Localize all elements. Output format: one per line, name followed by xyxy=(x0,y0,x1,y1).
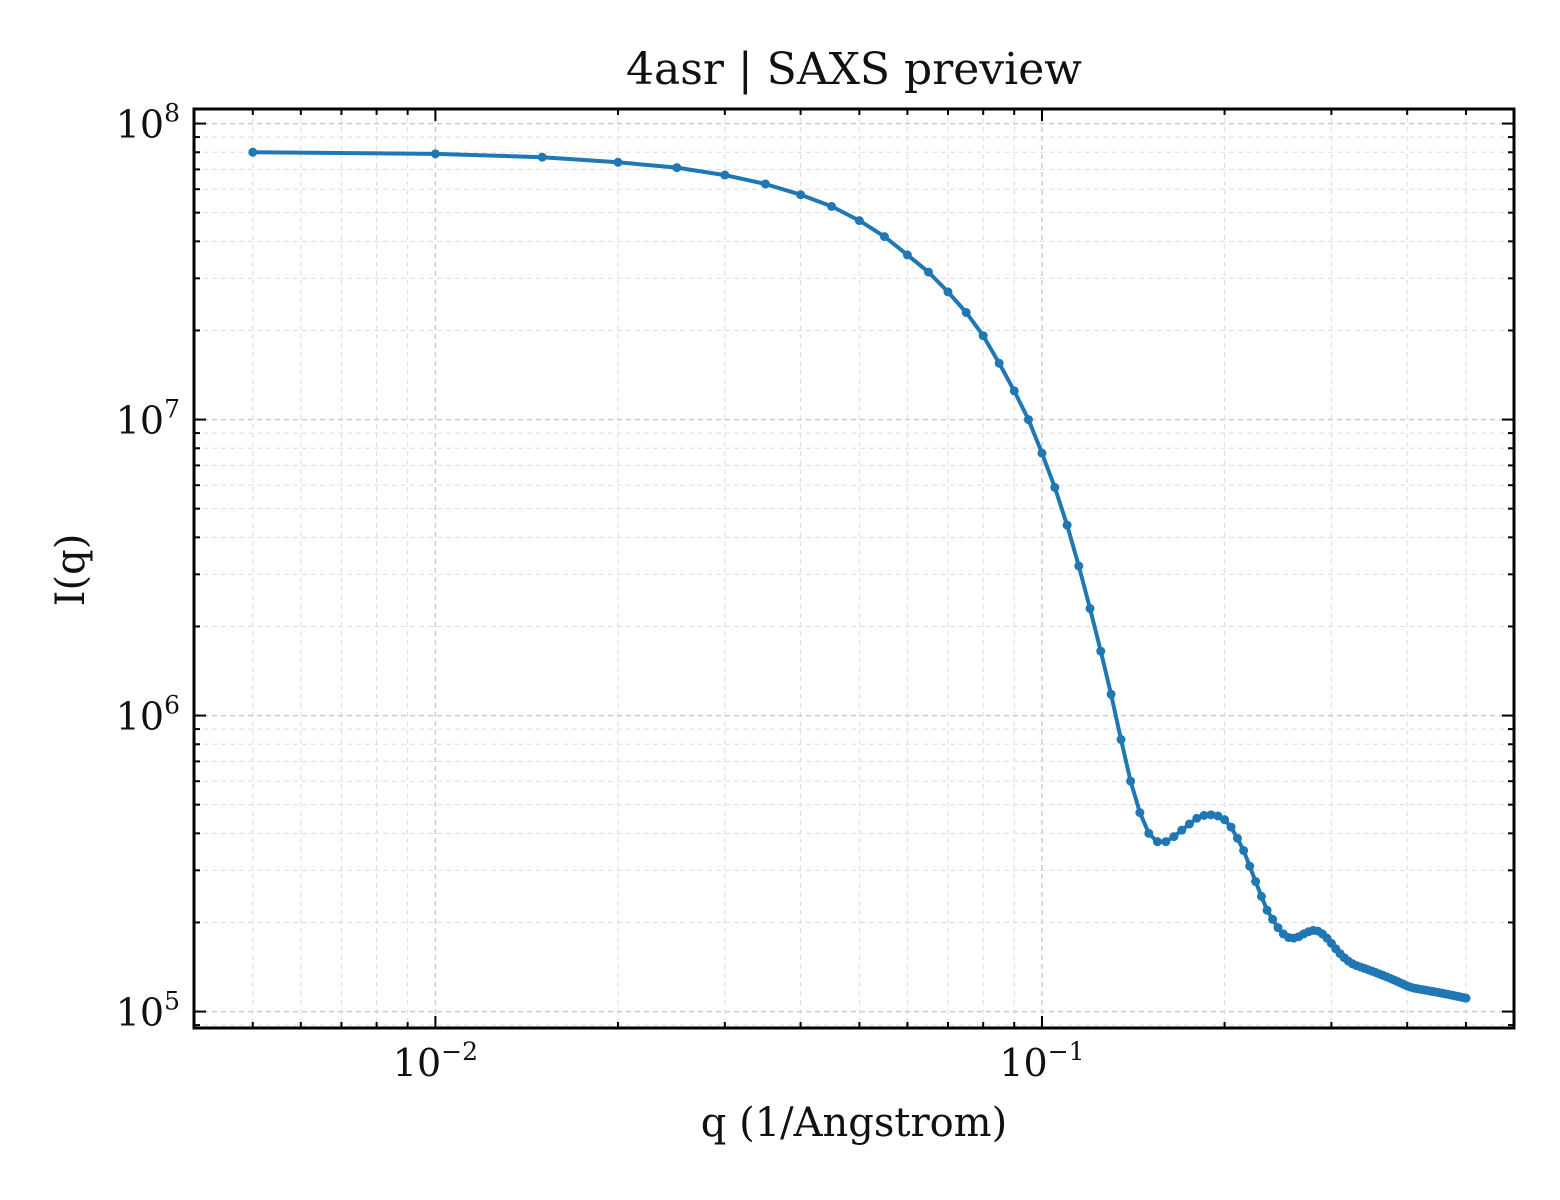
data-point xyxy=(1096,646,1106,656)
data-point xyxy=(1220,815,1230,825)
data-point xyxy=(1126,776,1136,786)
data-point xyxy=(902,250,912,260)
y-tick-label: 107 xyxy=(116,395,180,443)
data-point xyxy=(796,190,806,200)
data-point xyxy=(961,307,971,317)
tick-labels: 10−2 10−1 105 106 107 108 xyxy=(116,99,1085,1085)
data-point xyxy=(1177,825,1187,835)
data-point xyxy=(1161,837,1171,847)
data-point xyxy=(879,232,889,242)
data-point xyxy=(1050,482,1060,492)
data-point xyxy=(1106,689,1116,699)
data-point xyxy=(1232,833,1242,843)
data-point xyxy=(1461,993,1471,1003)
data-point xyxy=(854,216,864,226)
data-point xyxy=(1213,811,1223,821)
data-point xyxy=(1074,561,1084,571)
data-point xyxy=(1251,877,1261,887)
data-point xyxy=(1144,828,1154,838)
data-point xyxy=(672,163,682,173)
grid xyxy=(193,109,1514,1028)
data-point xyxy=(613,157,623,167)
data-point xyxy=(1169,832,1179,842)
x-axis-label: q (1/Angstrom) xyxy=(701,1100,1007,1146)
data-point xyxy=(760,179,770,189)
data-point xyxy=(1116,735,1126,745)
data-point xyxy=(943,287,953,297)
y-tick-label: 106 xyxy=(116,691,180,739)
data-point xyxy=(430,149,440,159)
y-tick-label: 105 xyxy=(116,987,180,1035)
x-tick-label: 10−1 xyxy=(999,1037,1084,1085)
data-point xyxy=(1192,813,1202,823)
data-point xyxy=(1239,846,1249,856)
data-point xyxy=(1206,810,1216,820)
plot-frame xyxy=(192,107,1516,1030)
chart-title: 4asr | SAXS preview xyxy=(626,44,1082,95)
data-point xyxy=(1256,891,1266,901)
data-point xyxy=(1245,861,1255,871)
data-point xyxy=(1062,520,1072,530)
data-point xyxy=(1273,923,1283,933)
data-point xyxy=(978,331,988,341)
y-tick-label: 108 xyxy=(116,99,180,147)
y-axis-label: I(q) xyxy=(48,534,94,607)
data-point xyxy=(1262,905,1272,915)
data-point xyxy=(1037,448,1047,458)
data-point xyxy=(1268,914,1278,924)
data-point xyxy=(1226,822,1236,832)
data-point xyxy=(1009,386,1019,396)
data-point xyxy=(1023,415,1033,425)
x-tick-label: 10−2 xyxy=(393,1037,478,1085)
data-point xyxy=(827,201,837,211)
data-point xyxy=(248,147,258,157)
data-point xyxy=(994,358,1004,368)
series-layer xyxy=(248,147,1471,1003)
data-point xyxy=(923,267,933,277)
data-point xyxy=(1199,810,1209,820)
data-point xyxy=(720,170,730,180)
data-point xyxy=(1184,819,1194,829)
data-point xyxy=(1152,837,1162,847)
data-point xyxy=(1135,808,1145,818)
ticks xyxy=(193,109,1514,1028)
data-point xyxy=(1085,603,1095,613)
data-point xyxy=(537,152,547,162)
